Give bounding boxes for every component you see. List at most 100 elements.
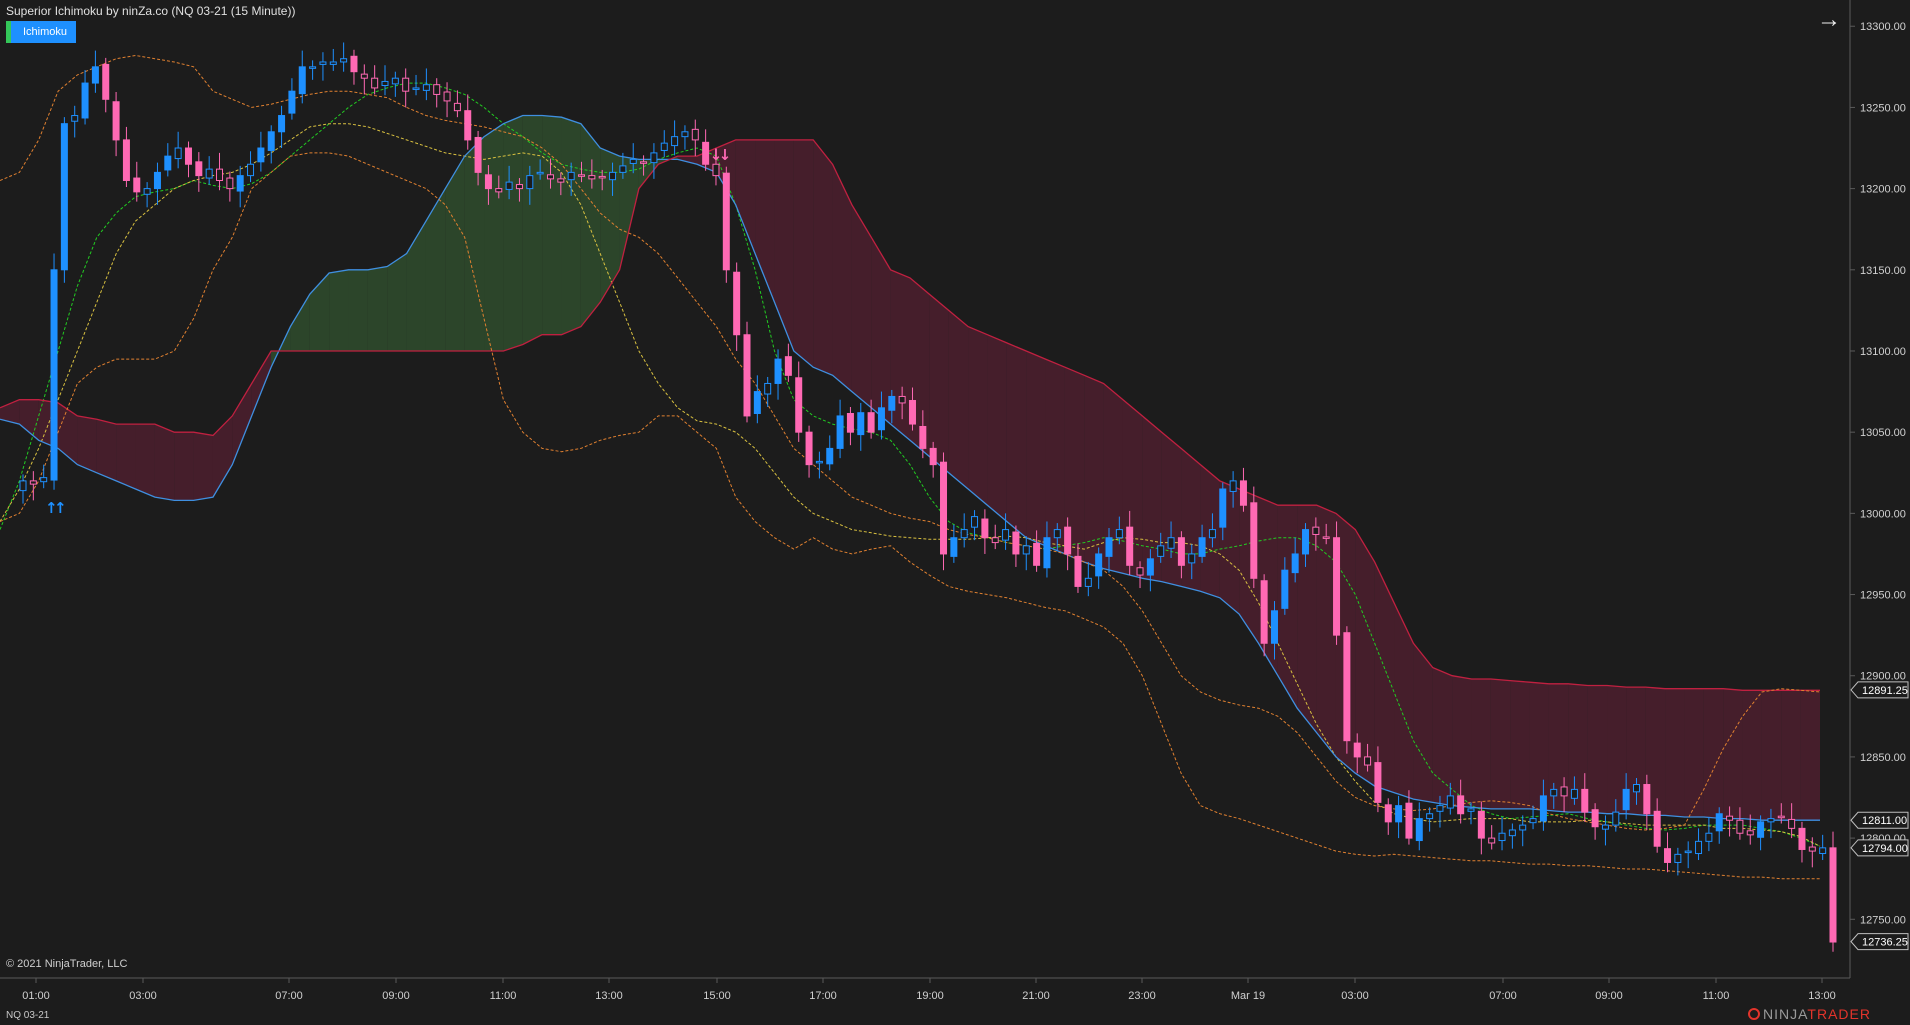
x-tick-label: 15:00 xyxy=(703,990,731,1002)
kumo-segment xyxy=(503,115,523,351)
candle-body xyxy=(1819,847,1827,855)
candle-body xyxy=(1777,815,1785,819)
candle-body xyxy=(1302,529,1310,555)
x-tick-label: 07:00 xyxy=(1489,990,1517,1002)
candle-body xyxy=(1426,813,1434,820)
candle-body xyxy=(298,66,306,95)
kumo-segment xyxy=(19,399,39,441)
candle-body xyxy=(329,61,337,65)
candle-body xyxy=(846,412,854,433)
candle-body xyxy=(671,136,679,147)
candle-body xyxy=(422,84,430,91)
candle-body xyxy=(1726,815,1734,821)
candle-body xyxy=(340,58,348,63)
candle-body xyxy=(753,391,761,414)
candle-body xyxy=(29,480,37,485)
candle-body xyxy=(867,412,875,433)
kumo-segment xyxy=(968,326,988,506)
indicator-badge[interactable]: Ichimoku xyxy=(6,21,76,43)
candle-body xyxy=(81,82,89,119)
kumo-segment xyxy=(948,310,969,489)
candle-body xyxy=(1767,818,1775,823)
candle-body xyxy=(1560,786,1568,797)
candle-body xyxy=(505,181,513,190)
candle-body xyxy=(567,171,575,181)
candle-body xyxy=(1632,784,1640,793)
candle-body xyxy=(350,55,358,73)
kumo-segment xyxy=(1161,432,1182,587)
candle-body xyxy=(1715,813,1723,832)
kumo-segment xyxy=(1432,667,1453,806)
price-marker-label: 12811.00 xyxy=(1862,815,1907,827)
chart-title: Superior Ichimoku by ninZa.co (NQ 03-21 … xyxy=(6,4,296,18)
kumo-segment xyxy=(832,164,852,392)
y-tick-label: 13150.00 xyxy=(1860,265,1906,277)
x-tick-label: 11:00 xyxy=(490,990,517,1002)
candle-body xyxy=(1343,632,1351,742)
candle-body xyxy=(1415,818,1423,842)
candle-body xyxy=(722,172,730,271)
candle-body xyxy=(1353,742,1361,758)
x-tick-label: 23:00 xyxy=(1128,990,1156,1002)
kumo-segment xyxy=(193,432,213,501)
kumo-segment xyxy=(174,432,194,501)
kumo-segment xyxy=(1103,383,1123,574)
candle-body xyxy=(133,177,141,193)
arrow-right-icon[interactable]: → xyxy=(1817,6,1841,33)
y-tick-label: 13100.00 xyxy=(1860,346,1906,358)
candle-body xyxy=(515,184,523,190)
candle-body xyxy=(40,477,48,483)
candle-body xyxy=(1126,526,1134,566)
price-marker-box xyxy=(1850,681,1909,699)
candle-body xyxy=(1208,529,1216,539)
kumo-segment xyxy=(1413,643,1433,803)
y-tick-label: 13200.00 xyxy=(1860,184,1906,196)
kumo-segment xyxy=(1006,342,1027,538)
candle-body xyxy=(1136,567,1144,576)
candle-body xyxy=(1519,824,1527,831)
candle-body xyxy=(1260,580,1268,644)
kumo-segment xyxy=(251,350,272,416)
line-kijun xyxy=(0,123,1821,847)
candle-body xyxy=(1033,542,1041,566)
line-lowerband xyxy=(0,152,1820,880)
candle-body xyxy=(795,377,803,433)
kumo-segment xyxy=(154,424,175,501)
kumo-segment xyxy=(929,294,949,473)
kumo-segment xyxy=(135,424,155,498)
candle-body xyxy=(102,63,110,100)
candle-body xyxy=(153,171,161,190)
candle-body xyxy=(1312,526,1320,535)
candle-body xyxy=(236,175,244,192)
candle-body xyxy=(629,158,637,164)
x-tick-label: 09:00 xyxy=(382,990,410,1002)
candle-body xyxy=(1695,840,1703,855)
kumo-segment xyxy=(1181,448,1201,592)
candle-body xyxy=(1270,610,1278,644)
candle-body xyxy=(1384,804,1392,823)
candle-body xyxy=(1322,536,1330,539)
logo-mark-icon xyxy=(1748,1008,1760,1020)
y-tick-label: 13300.00 xyxy=(1860,21,1906,33)
candle-body xyxy=(1436,805,1444,812)
candle-body xyxy=(940,461,948,555)
candle-body xyxy=(826,447,834,465)
candle-body xyxy=(1198,537,1206,557)
kumo-segment xyxy=(290,294,310,351)
candle-body xyxy=(371,77,379,89)
time-axis[interactable]: 01:00 03:00 07:00 09:00 11:00 13:00 15:00 17:00… xyxy=(22,978,1836,1002)
candles xyxy=(19,42,1837,952)
kumo-segment xyxy=(1723,688,1743,819)
candle-body xyxy=(1467,808,1475,812)
candle-body xyxy=(257,147,265,163)
kumo-segment xyxy=(445,156,465,351)
candle-body xyxy=(1550,788,1558,797)
kumo-segment xyxy=(464,136,485,351)
candle-body xyxy=(60,123,68,271)
line-spana xyxy=(0,114,1820,821)
candle-body xyxy=(112,101,120,141)
candle-body xyxy=(1498,832,1506,842)
candle-body xyxy=(888,395,896,411)
